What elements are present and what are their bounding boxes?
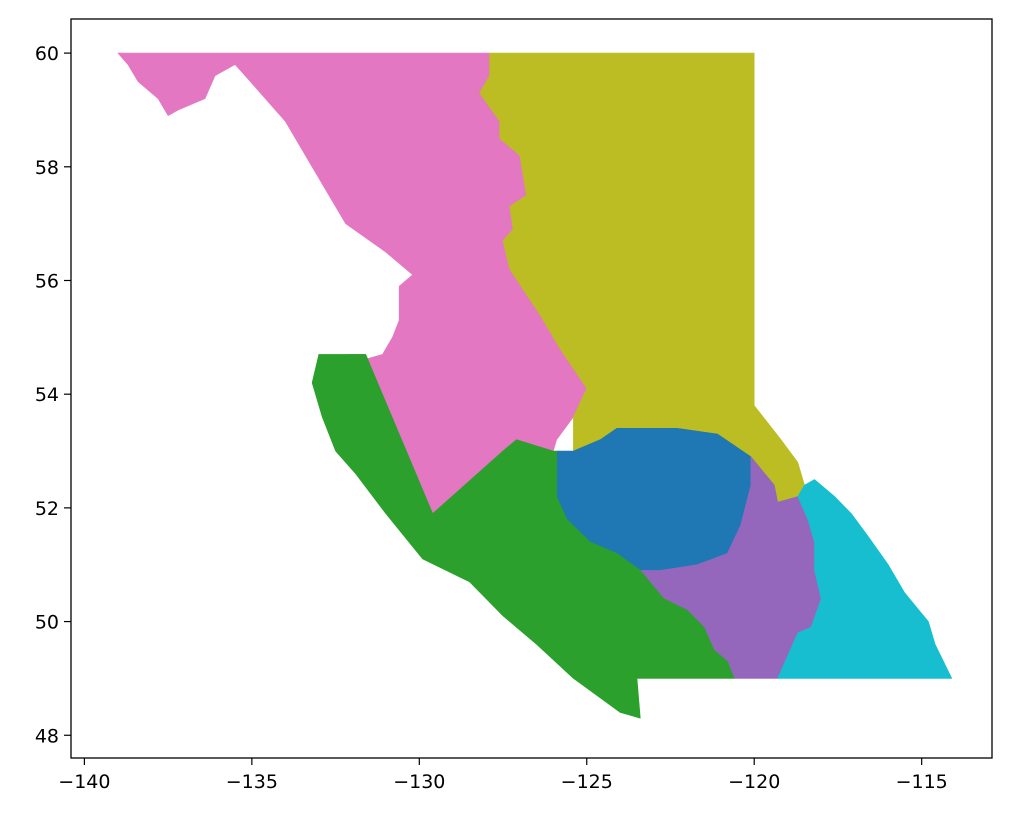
y-tick-label: 50 [35,612,59,634]
y-tick-label: 56 [35,270,59,292]
plot-frame [70,18,993,759]
x-tick-label: −130 [393,771,445,793]
y-tick-label: 48 [35,725,59,747]
y-tick-label: 58 [35,157,59,179]
y-tick-label: 54 [35,384,59,406]
map-region-5 [777,479,953,679]
y-axis: 48 50 52 54 56 58 60 [35,43,71,747]
x-tick-label: −125 [561,771,613,793]
x-axis: −140 −135 −130 −125 −120 −115 [58,758,948,793]
x-tick-label: −120 [728,771,780,793]
map-region-6 [311,354,735,719]
y-tick-label: 60 [35,43,59,65]
x-tick-label: −115 [896,771,948,793]
x-tick-label: −140 [58,771,110,793]
x-tick-label: −135 [226,771,278,793]
map-regions [117,52,953,719]
y-tick-label: 52 [35,498,59,520]
